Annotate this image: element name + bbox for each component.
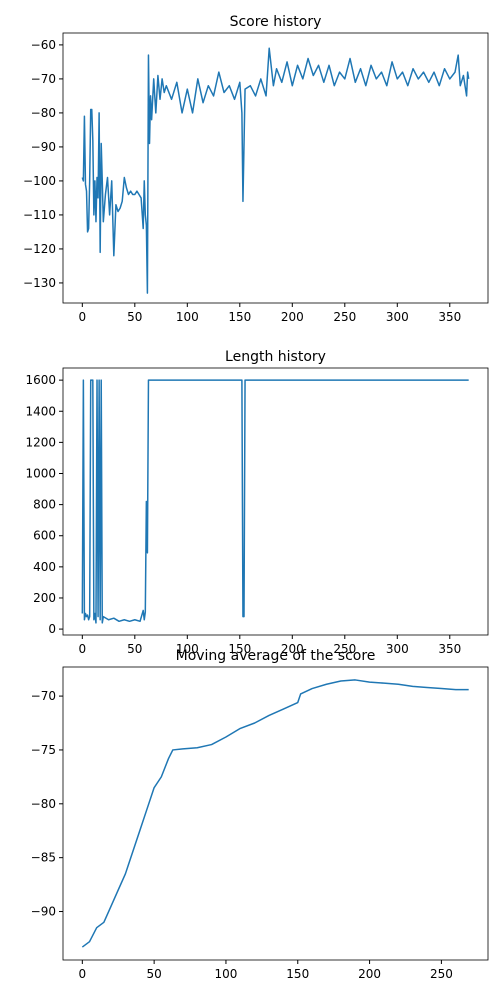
x-tick-label: 0 bbox=[78, 967, 86, 981]
x-tick-label: 200 bbox=[281, 310, 304, 324]
y-tick-label: −120 bbox=[23, 242, 56, 256]
x-tick-label: 300 bbox=[386, 642, 409, 656]
y-tick-label: −110 bbox=[23, 208, 56, 222]
y-tick-label: −75 bbox=[31, 743, 56, 757]
x-tick-label: 250 bbox=[430, 967, 453, 981]
y-tick-label: −80 bbox=[31, 797, 56, 811]
x-tick-label: 200 bbox=[358, 967, 381, 981]
x-tick-label: 0 bbox=[78, 310, 86, 324]
x-tick-label: 350 bbox=[438, 310, 461, 324]
y-tick-label: 1400 bbox=[25, 404, 56, 418]
y-tick-label: 600 bbox=[33, 529, 56, 543]
y-tick-label: 1200 bbox=[25, 435, 56, 449]
y-tick-label: 1600 bbox=[25, 373, 56, 387]
data-line bbox=[81, 47, 470, 294]
y-tick-label: −100 bbox=[23, 174, 56, 188]
y-tick-label: −70 bbox=[31, 689, 56, 703]
x-tick-label: 150 bbox=[228, 310, 251, 324]
x-tick-label: 250 bbox=[333, 310, 356, 324]
y-tick-label: −130 bbox=[23, 276, 56, 290]
x-tick-label: 50 bbox=[146, 967, 161, 981]
x-tick-label: 250 bbox=[333, 642, 356, 656]
y-tick-label: 800 bbox=[33, 498, 56, 512]
chart-title: Length history bbox=[225, 349, 326, 365]
chart-title: Score history bbox=[230, 14, 322, 30]
data-line bbox=[81, 679, 469, 948]
chart-title: Moving average of the score bbox=[176, 648, 376, 664]
y-tick-label: 200 bbox=[33, 591, 56, 605]
x-tick-label: 50 bbox=[127, 310, 142, 324]
x-tick-label: 100 bbox=[176, 310, 199, 324]
y-tick-label: −60 bbox=[31, 38, 56, 52]
x-tick-label: 350 bbox=[438, 642, 461, 656]
y-tick-label: −80 bbox=[31, 106, 56, 120]
y-tick-label: 1000 bbox=[25, 466, 56, 480]
x-tick-label: 150 bbox=[286, 967, 309, 981]
y-tick-label: −85 bbox=[31, 851, 56, 865]
y-tick-label: −70 bbox=[31, 72, 56, 86]
y-tick-label: 0 bbox=[48, 622, 56, 636]
x-tick-label: 300 bbox=[386, 310, 409, 324]
y-tick-label: −90 bbox=[31, 140, 56, 154]
x-tick-label: 100 bbox=[214, 967, 237, 981]
x-tick-label: 0 bbox=[78, 642, 86, 656]
y-tick-label: −90 bbox=[31, 905, 56, 919]
axes-frame bbox=[62, 367, 489, 636]
y-tick-label: 400 bbox=[33, 560, 56, 574]
axes-frame bbox=[62, 32, 489, 304]
axes-frame bbox=[62, 666, 489, 961]
x-tick-label: 50 bbox=[127, 642, 142, 656]
x-tick-label: 100 bbox=[176, 642, 199, 656]
x-tick-label: 200 bbox=[281, 642, 304, 656]
x-tick-label: 150 bbox=[228, 642, 251, 656]
data-line bbox=[81, 379, 469, 624]
